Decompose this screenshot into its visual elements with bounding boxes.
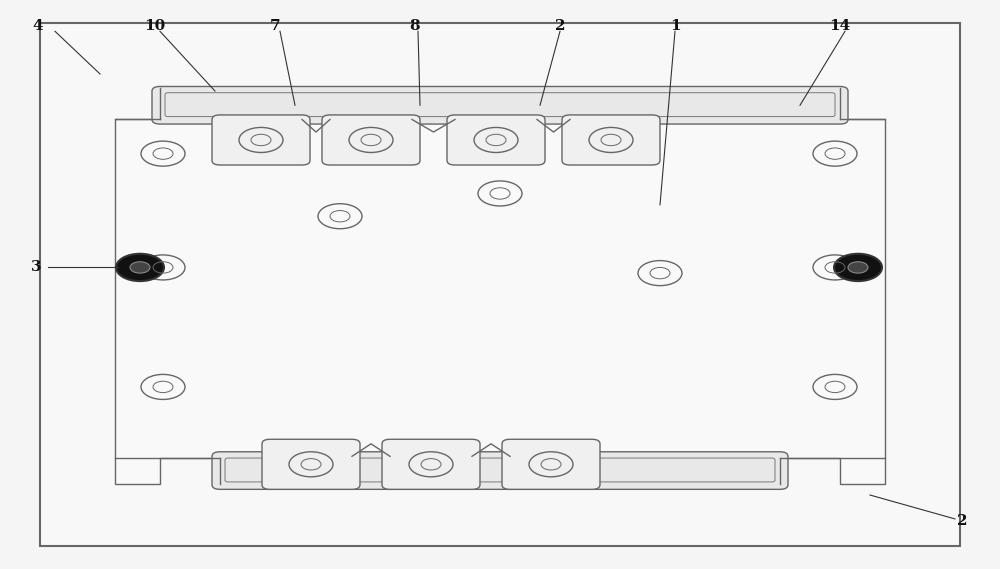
FancyBboxPatch shape (382, 439, 480, 489)
FancyBboxPatch shape (322, 115, 420, 165)
FancyBboxPatch shape (562, 115, 660, 165)
Text: 8: 8 (410, 19, 420, 32)
FancyBboxPatch shape (262, 439, 360, 489)
FancyBboxPatch shape (212, 452, 788, 489)
Text: 1: 1 (670, 19, 680, 32)
Text: 2: 2 (555, 19, 565, 32)
Circle shape (116, 254, 164, 281)
FancyBboxPatch shape (212, 115, 310, 165)
FancyBboxPatch shape (447, 115, 545, 165)
Text: 2: 2 (957, 514, 967, 527)
Circle shape (130, 262, 150, 273)
Text: 7: 7 (270, 19, 280, 32)
Circle shape (848, 262, 868, 273)
Circle shape (834, 254, 882, 281)
Text: 14: 14 (829, 19, 851, 32)
Text: 4: 4 (33, 19, 43, 32)
Text: 3: 3 (31, 261, 41, 274)
Text: 10: 10 (144, 19, 166, 32)
FancyBboxPatch shape (152, 86, 848, 124)
Polygon shape (115, 88, 885, 484)
FancyBboxPatch shape (502, 439, 600, 489)
